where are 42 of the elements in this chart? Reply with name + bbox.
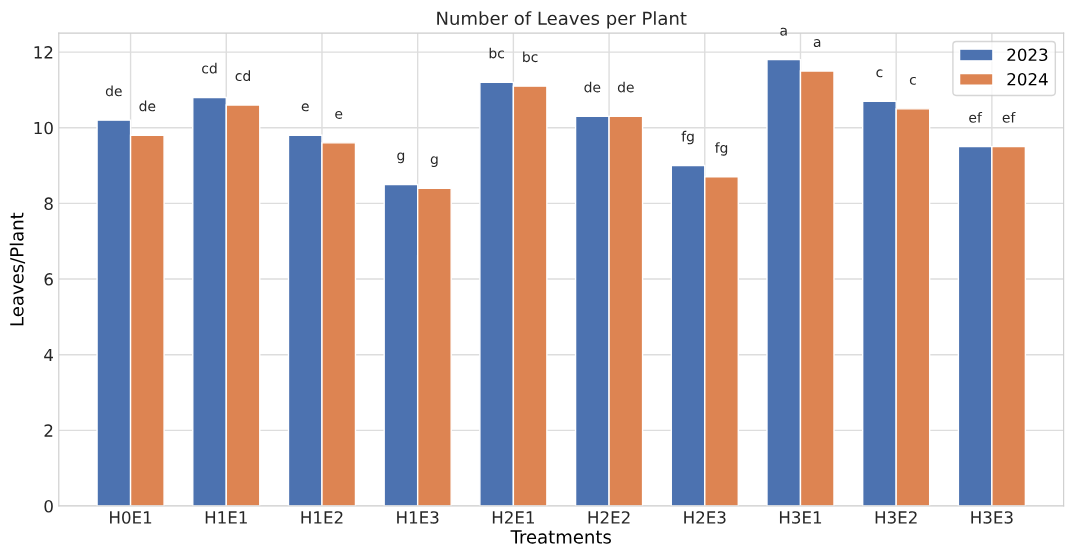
data-label: c — [876, 69, 883, 78]
data-label: de — [139, 100, 156, 112]
data-label: a — [780, 27, 787, 36]
chart-title: Number of Leaves per Plant — [437, 11, 687, 29]
x-tick-label: H1E1 — [205, 511, 247, 524]
y-tick-label: 8 — [44, 197, 53, 210]
x-tick-label: H2E3 — [684, 511, 726, 524]
data-label: de — [105, 85, 122, 97]
x-tick-label: H1E2 — [301, 511, 343, 524]
data-label: fg — [714, 142, 728, 156]
y-tick-label: 2 — [44, 424, 53, 437]
y-tick-label: 12 — [34, 46, 53, 59]
data-label: cd — [235, 70, 250, 82]
data-label: a — [813, 39, 821, 48]
data-label: cd — [202, 62, 217, 74]
y-axis-title: Leaves/Plant — [9, 212, 26, 326]
x-tick-label: H2E1 — [492, 511, 534, 524]
data-label: de — [584, 81, 601, 93]
x-axis-title: Treatments — [510, 530, 611, 544]
data-label: ef — [969, 111, 983, 123]
legend-label: 2023 — [1007, 48, 1048, 62]
data-label: g — [397, 152, 405, 164]
x-tick-label: H3E3 — [971, 511, 1013, 524]
data-label: fg — [681, 130, 694, 145]
x-tick-label: H2E2 — [588, 511, 630, 524]
data-label: e — [301, 103, 309, 112]
x-tick-label: H3E1 — [779, 511, 822, 524]
data-label: g — [430, 156, 438, 167]
data-label: e — [335, 110, 343, 119]
y-tick-label: 0 — [44, 499, 53, 513]
x-tick-label: H3E2 — [875, 511, 917, 524]
y-tick-label: 10 — [34, 121, 53, 135]
x-tick-label: H1E3 — [397, 511, 439, 524]
y-tick-label: 4 — [44, 348, 53, 362]
data-label: bc — [489, 47, 504, 59]
y-tick-label: 6 — [44, 273, 53, 286]
data-label: ef — [1002, 111, 1016, 123]
x-tick-label: H0E1 — [110, 511, 152, 524]
data-label: de — [617, 81, 634, 93]
data-label: bc — [523, 51, 538, 63]
legend-label: 2024 — [1007, 72, 1048, 86]
data-label: c — [909, 76, 916, 85]
